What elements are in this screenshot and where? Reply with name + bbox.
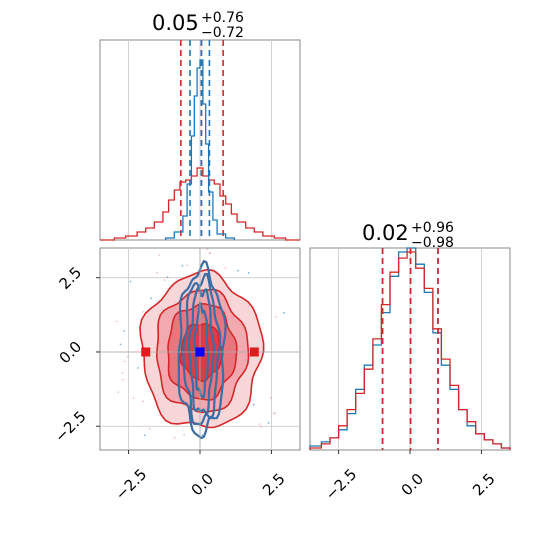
panel-top-left-title-minus: −0.72 (201, 25, 244, 41)
x-tick-label: 0.0 (188, 470, 218, 500)
sample-point (186, 264, 189, 267)
sample-point (115, 320, 118, 323)
blue-contour-level-1 (187, 286, 216, 415)
y-tick-label: −2.5 (51, 407, 89, 445)
sample-point (173, 436, 176, 439)
histogram-series-1 (309, 251, 511, 450)
x-tick-label: 2.5 (259, 470, 289, 500)
panel-top-left: 0.05 +0.76 −0.72 (99, 10, 301, 241)
sample-point (121, 371, 124, 374)
histogram-series-1 (165, 59, 235, 240)
sample-point (123, 329, 126, 332)
sample-point (163, 279, 166, 282)
panel-bottom-right-marks (309, 247, 511, 450)
sample-point (224, 267, 227, 270)
panel-bottom-right-title-minus: −0.98 (411, 235, 454, 251)
panel-top-left-grid (128, 40, 272, 240)
sample-point (150, 297, 153, 300)
x-tick-label: −2.5 (112, 465, 150, 503)
x-tick-label: 2.5 (469, 470, 499, 500)
x-tick-label: 0.0 (398, 470, 428, 500)
sample-point (124, 360, 126, 363)
sample-point (129, 280, 132, 283)
sample-point (269, 396, 272, 399)
x-tick-label: −2.5 (322, 465, 360, 503)
panel-bottom-left-marks (100, 248, 300, 450)
sample-point (158, 254, 161, 257)
sample-point (283, 311, 285, 314)
sample-point (273, 412, 275, 415)
sample-point (126, 355, 129, 358)
panel-top-left-marks (100, 40, 300, 241)
panel-bottom-left-x-ticks: −2.5 0.0 2.5 (112, 450, 289, 504)
sample-point (275, 316, 278, 319)
panel-bottom-right: 0.02 +0.96 −0.98 −2.5 0.0 2.5 (309, 220, 511, 504)
panel-top-left-title-plus: +0.76 (201, 10, 244, 26)
sample-point (258, 423, 261, 426)
marker-point-1 (249, 347, 259, 357)
sample-point (201, 434, 204, 437)
sample-point (119, 343, 122, 346)
panel-bottom-left: −2.5 0.0 2.5 −2.5 0.0 2.5 (51, 247, 301, 504)
sample-point (121, 378, 124, 381)
sample-point (148, 427, 151, 430)
marker-point-2 (195, 347, 205, 357)
sample-point (267, 422, 270, 424)
y-tick-label: 0.0 (56, 338, 86, 368)
sample-point (132, 397, 135, 400)
sample-point (166, 276, 169, 279)
sample-point (137, 367, 139, 369)
sample-point (117, 391, 120, 394)
y-tick-label: 2.5 (56, 263, 86, 293)
sample-point (181, 264, 184, 267)
panel-bottom-right-title-plus: +0.96 (411, 220, 454, 236)
blue-contour-level-0 (193, 301, 210, 400)
sample-point (142, 400, 145, 403)
blue-contour-level-3 (177, 259, 227, 440)
sample-point (236, 269, 239, 272)
sample-point (206, 248, 209, 250)
sample-point (183, 433, 185, 436)
sample-point (143, 434, 146, 437)
sample-point (156, 271, 159, 274)
sample-point (260, 425, 263, 428)
panel-bottom-left-y-ticks: −2.5 0.0 2.5 (51, 263, 100, 446)
sample-point (209, 252, 212, 255)
panel-top-left-title-value: 0.05 (152, 11, 199, 35)
panel-bottom-right-x-ticks: −2.5 0.0 2.5 (322, 450, 499, 504)
sample-point (252, 403, 255, 406)
histogram-series-0 (100, 167, 300, 241)
sample-point (247, 271, 250, 274)
panel-bottom-right-title-value: 0.02 (362, 221, 409, 245)
sample-point (141, 311, 144, 313)
marker-point-0 (141, 347, 151, 357)
